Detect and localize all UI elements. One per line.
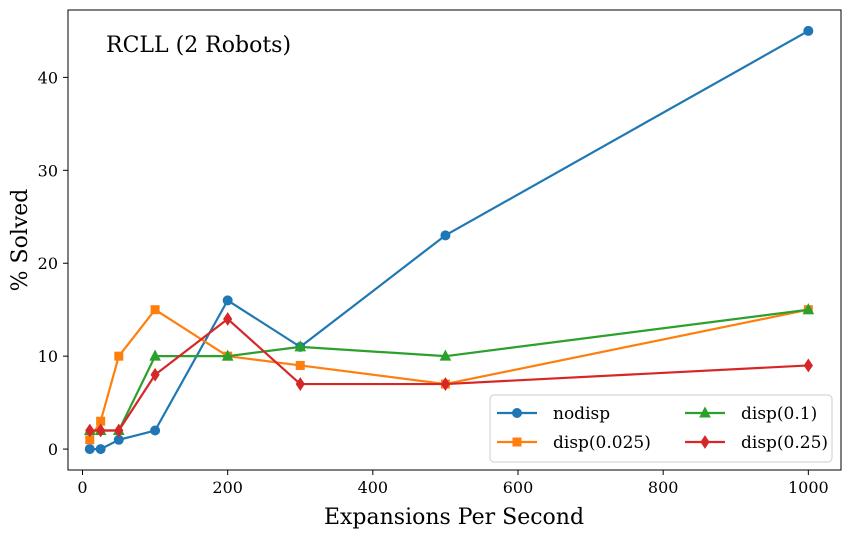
data-point: [440, 230, 451, 241]
x-tick-label: 200: [212, 478, 243, 497]
data-point: [114, 423, 124, 438]
x-axis-title: Expansions Per Second: [324, 505, 584, 530]
y-tick-label: 40: [38, 68, 58, 87]
data-point: [295, 377, 305, 391]
data-point: [803, 25, 814, 36]
data-point: [223, 312, 233, 326]
legend-label: nodisp: [553, 404, 610, 424]
legend-marker: [512, 437, 522, 447]
y-tick-label: 20: [38, 254, 58, 273]
y-tick-label: 30: [38, 161, 58, 180]
x-tick-label: 400: [358, 478, 389, 497]
y-axis-title: % Solved: [8, 189, 33, 292]
y-tick-label: 0: [48, 440, 58, 459]
legend-label: disp(0.1): [741, 404, 817, 424]
x-tick-label: 1000: [788, 478, 829, 497]
legend-label: disp(0.25): [741, 433, 828, 453]
series-layer: [83, 25, 815, 455]
legend-item: disp(0.25): [685, 433, 828, 453]
legend-marker: [700, 435, 710, 449]
y-tick-label: 10: [38, 347, 58, 366]
legend-marker: [699, 406, 711, 418]
series-nodisp: [84, 25, 814, 455]
x-tick-label: 800: [648, 478, 679, 497]
y-axis-ticks: 0 10 20 30 40: [38, 68, 68, 459]
data-point: [96, 423, 106, 438]
legend-label: disp(0.025): [553, 433, 651, 453]
data-point: [114, 351, 124, 361]
series-disp(0.25): [85, 312, 813, 438]
data-point: [294, 340, 307, 352]
legend-item: disp(0.1): [685, 404, 817, 424]
chart-title: RCLL (2 Robots): [106, 33, 291, 58]
data-point: [803, 358, 813, 373]
x-axis-ticks: 0 200 400 600 800 1000: [77, 470, 829, 497]
data-point: [149, 349, 161, 361]
data-point: [150, 367, 160, 382]
data-point: [802, 303, 815, 315]
legend-item: disp(0.025): [497, 433, 651, 453]
plot-frame: [67, 9, 842, 471]
data-point: [221, 349, 234, 361]
data-point: [150, 305, 160, 315]
x-tick-label: 600: [503, 478, 534, 497]
data-point: [439, 349, 452, 361]
x-tick-label: 0: [77, 478, 87, 497]
data-point: [95, 444, 106, 455]
legend-item: nodisp: [497, 404, 610, 424]
data-point: [85, 423, 95, 438]
data-point: [440, 377, 451, 391]
data-point: [150, 425, 161, 436]
data-point: [222, 295, 233, 306]
series-line: [88, 308, 809, 441]
legend: nodisp disp(0.025) disp(0.1) disp(0.25): [489, 394, 833, 463]
data-point: [295, 360, 305, 370]
data-point: [84, 444, 95, 455]
legend-marker: [512, 408, 522, 418]
legend-box: [489, 394, 833, 463]
